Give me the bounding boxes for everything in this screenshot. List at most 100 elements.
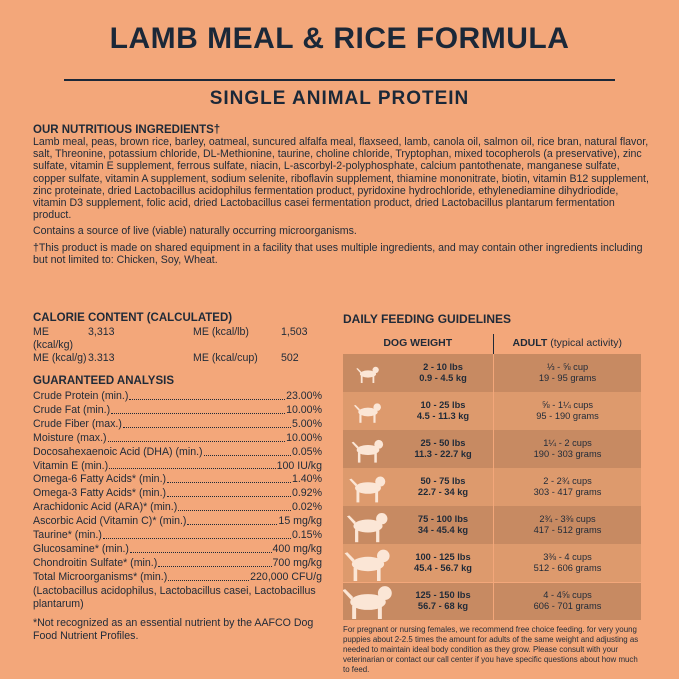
grams: 512 - 606 grams — [533, 563, 602, 574]
feeding-row: 100 - 125 lbs 45.4 - 56.7 kg 3⅜ - 4 cups 51… — [343, 544, 641, 582]
dog-icon — [356, 366, 379, 383]
feeding-row: 125 - 150 lbs 56.7 - 68 kg 4 - 4⅝ cups 606 … — [343, 582, 641, 621]
disclaimer: †This product is made on shared equipmen… — [33, 241, 643, 266]
weight-lbs: 50 - 75 lbs — [420, 476, 466, 487]
dog-icon — [346, 513, 388, 543]
feeding-heading: DAILY FEEDING GUIDELINES — [343, 312, 512, 326]
weight-kg: 22.7 - 34 kg — [417, 487, 469, 498]
dog-icon — [349, 476, 386, 503]
analysis-row: Vitamin E (min.) 100 IU/kg — [33, 460, 322, 474]
weight-text: 125 - 150 lbs 56.7 - 68 kg — [393, 590, 493, 612]
weight-kg: 34 - 45.4 kg — [417, 525, 469, 536]
calorie-value: 3.313 — [88, 352, 115, 364]
cups: ⅝ - 1¼ cups — [541, 399, 594, 410]
nutrient-name: Moisture (max.) — [33, 431, 107, 444]
weight-text: 10 - 25 lbs 4.5 - 11.3 kg — [393, 400, 493, 422]
grams: 417 - 512 grams — [533, 525, 602, 536]
nutrient-name: Vitamin E (min.) — [33, 459, 109, 472]
calorie-label: ME (kcal/lb) — [193, 326, 249, 338]
weight-lbs: 10 - 25 lbs — [420, 399, 466, 410]
weight-lbs: 125 - 150 lbs — [415, 590, 471, 601]
adult-cell: 2¾ - 3⅜ cups 417 - 512 grams — [493, 506, 641, 544]
nutrient-name: Arachidonic Acid (ARA)* (min.) — [33, 501, 178, 514]
grams: 95 - 190 grams — [536, 410, 599, 421]
adult-cell: 4 - 4⅝ cups 606 - 701 grams — [493, 582, 641, 621]
weight-kg: 11.3 - 22.7 kg — [414, 448, 472, 459]
feeding-header: DOG WEIGHT ADULT (typical activity) — [343, 334, 641, 354]
weight-text: 75 - 100 lbs 34 - 45.4 kg — [393, 514, 493, 536]
analysis-section: GUARANTEED ANALYSIS Crude Protein (min.)… — [33, 375, 322, 643]
nutrient-value: 1.40% — [291, 473, 322, 486]
analysis-footnote: *Not recognized as an essential nutrient… — [33, 616, 314, 642]
nutrient-value: 10.00% — [286, 431, 322, 444]
weight-text: 25 - 50 lbs 11.3 - 22.7 kg — [393, 438, 493, 460]
weight-cell: 100 - 125 lbs 45.4 - 56.7 kg — [343, 544, 493, 582]
dot-leader — [203, 446, 291, 456]
cups: 4 - 4⅝ cups — [543, 590, 592, 601]
feeding-rows: 2 - 10 lbs 0.9 - 4.5 kg ⅓ - ⅝ cup 19 - 95 g… — [343, 354, 641, 621]
nutrient-value: 0.92% — [291, 487, 322, 500]
nutrient-value: 700 mg/kg — [272, 556, 322, 569]
dot-leader — [178, 501, 291, 512]
adult-column-header: ADULT (typical activity) — [492, 334, 642, 354]
calorie-label: ME (kcal/kg) — [33, 326, 74, 351]
analysis-row: Crude Fiber (max.) 5.00% — [33, 418, 322, 432]
adult-label: ADULT — [512, 337, 548, 349]
calorie-value: 502 — [281, 352, 299, 364]
adult-note: (typical activity) — [550, 337, 622, 349]
dot-leader — [129, 390, 286, 400]
nutrient-value: 100 IU/kg — [276, 459, 322, 472]
analysis-row: Omega-3 Fatty Acids* (min.) 0.92% — [33, 487, 322, 501]
dot-leader — [129, 543, 272, 553]
nutrient-value: 0.02% — [291, 501, 322, 514]
nutrient-name: Docosahexaenoic Acid (DHA) (min.) — [33, 445, 203, 458]
nutrient-name: Taurine* (min.) — [33, 529, 102, 542]
ingredients-section: OUR NUTRITIOUS INGREDIENTS† Lamb meal, p… — [33, 124, 649, 270]
analysis-rows: Crude Protein (min.) 23.00% Crude Fat (min… — [33, 390, 322, 585]
dot-leader — [109, 460, 276, 470]
analysis-heading: GUARANTEED ANALYSIS — [33, 375, 174, 387]
analysis-row: Ascorbic Acid (Vitamin C)* (min.) 15 mg/k… — [33, 515, 322, 529]
weight-column-header: DOG WEIGHT — [383, 337, 453, 349]
feeding-row: 75 - 100 lbs 34 - 45.4 kg 2¾ - 3⅜ cups 417 … — [343, 506, 641, 544]
nutrient-value: 220,000 CFU/g — [250, 570, 322, 583]
weight-kg: 56.7 - 68 kg — [417, 601, 469, 612]
nutrient-name: Crude Protein (min.) — [33, 390, 129, 402]
dot-leader — [158, 557, 272, 567]
analysis-row: Crude Protein (min.) 23.00% — [33, 390, 322, 404]
adult-cell: 1¼ - 2 cups 190 - 303 grams — [493, 430, 641, 468]
nutrient-value: 400 mg/kg — [272, 542, 322, 555]
dot-leader — [122, 418, 291, 428]
cups: ⅓ - ⅝ cup — [546, 361, 589, 372]
grams: 19 - 95 grams — [538, 372, 597, 383]
weight-lbs: 100 - 125 lbs — [415, 552, 471, 563]
nutrient-name: Chondroitin Sulfate* (min.) — [33, 556, 158, 569]
weight-text: 2 - 10 lbs 0.9 - 4.5 kg — [393, 362, 493, 384]
feeding-footer: For pregnant or nursing females, we reco… — [343, 625, 639, 674]
grams: 606 - 701 grams — [533, 601, 602, 612]
weight-cell: 125 - 150 lbs 56.7 - 68 kg — [343, 582, 493, 621]
calorie-value: 3,313 — [88, 326, 115, 338]
grams: 190 - 303 grams — [533, 448, 602, 459]
weight-lbs: 2 - 10 lbs — [423, 361, 463, 372]
nutrient-value: 5.00% — [291, 417, 322, 430]
calorie-heading: CALORIE CONTENT (CALCULATED) — [33, 312, 233, 324]
ingredients-text: Lamb meal, peas, brown rice, barley, oat… — [33, 136, 649, 222]
nutrient-value: 23.00% — [286, 390, 322, 402]
dog-icon — [343, 586, 392, 620]
dot-leader — [111, 404, 286, 414]
analysis-row: Chondroitin Sulfate* (min.) 700 mg/kg — [33, 557, 322, 571]
weight-lbs: 75 - 100 lbs — [417, 514, 469, 525]
nutrient-name: Omega-6 Fatty Acids* (min.) — [33, 473, 167, 486]
weight-cell: 50 - 75 lbs 22.7 - 34 kg — [343, 468, 493, 506]
cups: 2¾ - 3⅜ cups — [539, 514, 596, 525]
weight-cell: 25 - 50 lbs 11.3 - 22.7 kg — [343, 430, 493, 468]
analysis-row: Docosahexaenoic Acid (DHA) (min.) 0.05% — [33, 446, 322, 460]
weight-cell: 2 - 10 lbs 0.9 - 4.5 kg — [343, 354, 493, 392]
analysis-row: Crude Fat (min.) 10.00% — [33, 404, 322, 418]
dot-leader — [187, 515, 278, 526]
dot-leader — [168, 571, 250, 581]
adult-cell: ⅓ - ⅝ cup 19 - 95 grams — [493, 354, 641, 392]
weight-kg: 4.5 - 11.3 kg — [416, 410, 470, 421]
